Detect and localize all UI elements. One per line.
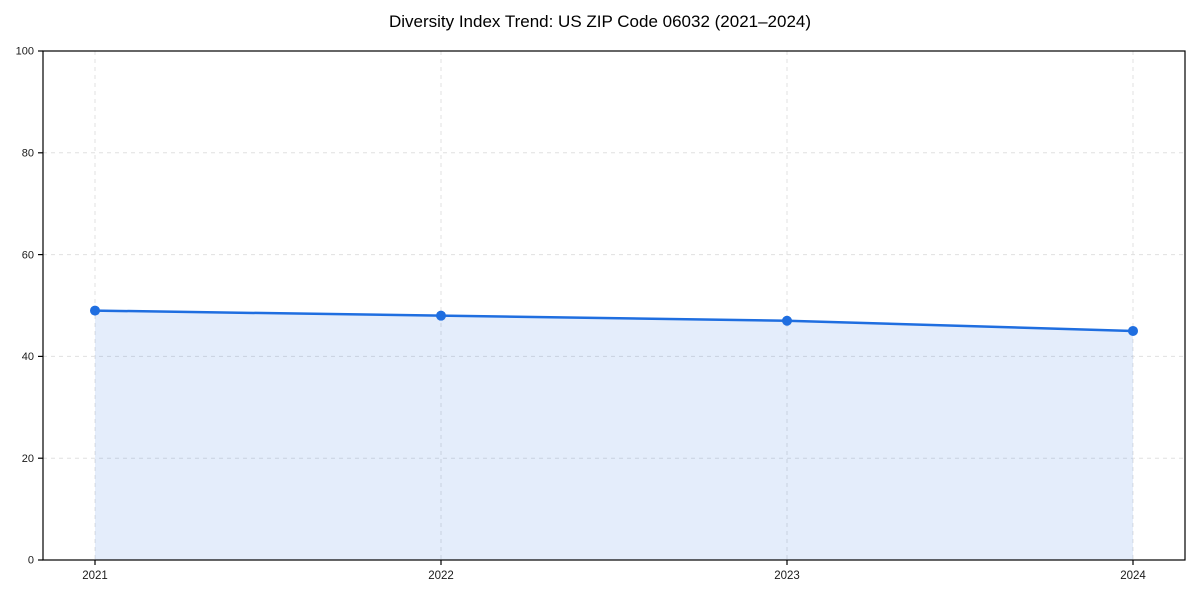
y-tick-label: 40: [22, 351, 34, 363]
x-tick-label: 2022: [428, 570, 454, 582]
chart-title: Diversity Index Trend: US ZIP Code 06032…: [388, 12, 812, 31]
area-fill: [95, 310, 1133, 560]
data-point: [436, 310, 446, 321]
y-tick-label: 0: [28, 555, 34, 567]
y-tick-label: 60: [22, 249, 34, 261]
plot-border: [42, 50, 1186, 561]
trend-line: [93, 309, 1135, 333]
x-tick-label: 2024: [1120, 570, 1146, 582]
x-tick-label: 2023: [774, 570, 800, 582]
y-tick-label: 80: [22, 148, 34, 160]
data-point: [782, 315, 792, 326]
y-tick-label: 100: [16, 46, 34, 58]
y-tick-label: 20: [22, 453, 34, 465]
data-point: [90, 305, 100, 316]
data-point: [1128, 325, 1138, 336]
x-tick-label: 2021: [82, 570, 108, 582]
